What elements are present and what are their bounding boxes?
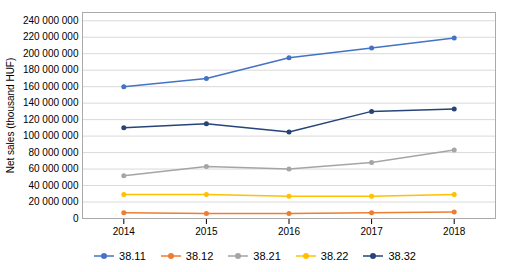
svg-text:2017: 2017 (360, 226, 383, 237)
svg-text:2015: 2015 (195, 226, 218, 237)
svg-text:200 000 000: 200 000 000 (23, 48, 79, 59)
html-text:38.12: 38.12 (185, 250, 214, 262)
svg-text:80 000 000: 80 000 000 (28, 147, 78, 158)
svg-text:160 000 000: 160 000 000 (23, 81, 79, 92)
svg-text:2014: 2014 (113, 226, 136, 237)
svg-text:2018: 2018 (443, 226, 466, 237)
svg-text:2016: 2016 (278, 226, 301, 237)
svg-text:240 000 000: 240 000 000 (23, 15, 79, 26)
svg-text:120 000 000: 120 000 000 (23, 114, 79, 125)
html-text:38.11: 38.11 (119, 250, 146, 262)
svg-text:180 000 000: 180 000 000 (23, 64, 79, 75)
svg-text:20 000 000: 20 000 000 (28, 196, 78, 207)
svg-text:100 000 000: 100 000 000 (23, 130, 79, 141)
svg-text:220 000 000: 220 000 000 (23, 31, 79, 42)
svg-text:0: 0 (73, 213, 79, 224)
html-text:38.22: 38.22 (320, 250, 349, 262)
html-text:38.32: 38.32 (388, 250, 416, 262)
svg-text:40 000 000: 40 000 000 (28, 180, 78, 191)
html-text:38.21: 38.21 (253, 250, 281, 262)
svg-text:Net sales (thousand HUF): Net sales (thousand HUF) (5, 58, 16, 174)
svg-text:60 000 000: 60 000 000 (28, 163, 78, 174)
svg-text:140 000 000: 140 000 000 (23, 97, 79, 108)
